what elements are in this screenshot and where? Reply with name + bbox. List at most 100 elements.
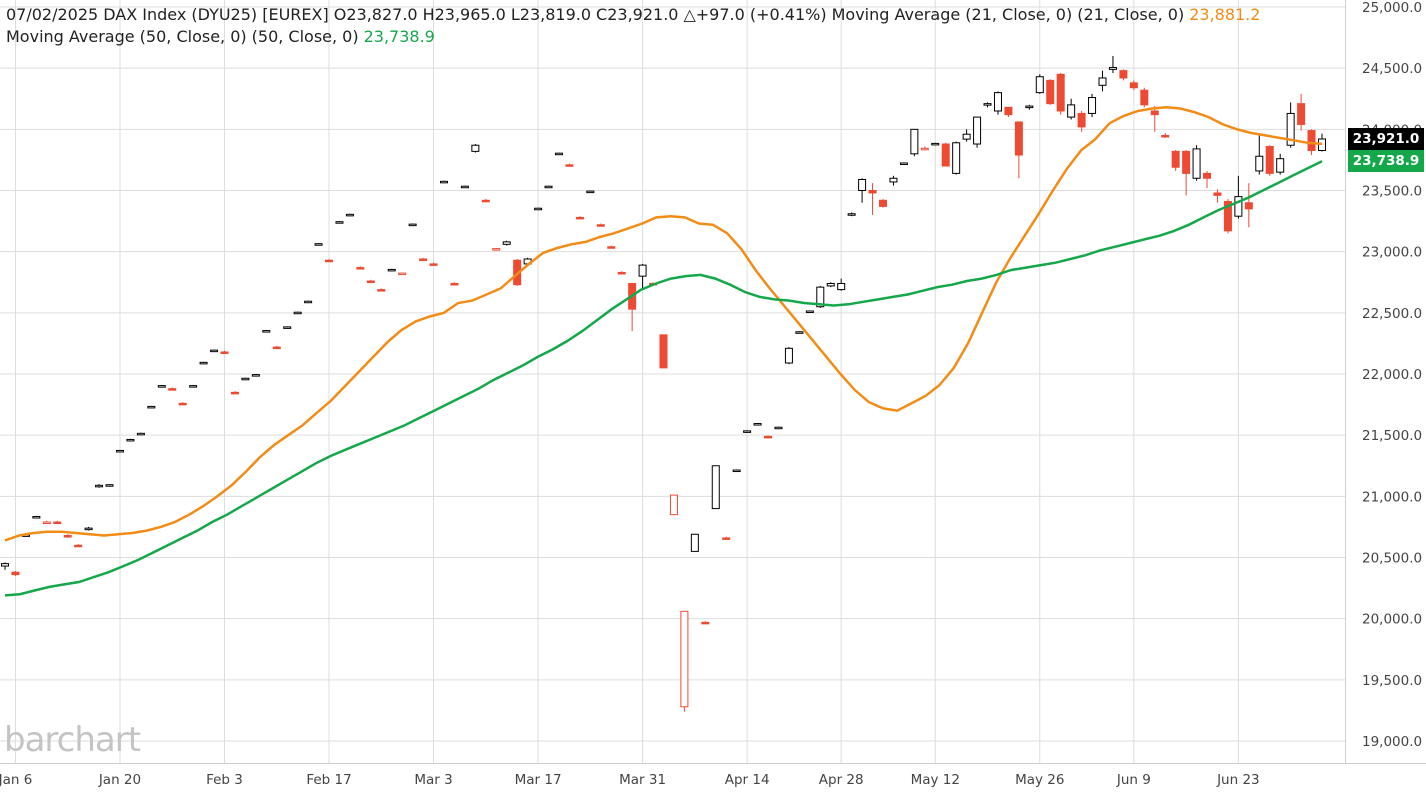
header-date: 07/02/2025 bbox=[6, 5, 99, 24]
candle bbox=[764, 435, 773, 439]
candle bbox=[53, 520, 62, 525]
candle bbox=[304, 300, 313, 304]
candle bbox=[858, 178, 867, 203]
candle bbox=[178, 402, 187, 406]
candle bbox=[586, 190, 595, 194]
y-axis: 25,000.024,500.024,000.023,500.023,000.0… bbox=[1362, 0, 1422, 750]
x-tick-label: May 12 bbox=[911, 772, 960, 788]
candle bbox=[1171, 150, 1180, 171]
ma21-line bbox=[4, 106, 1323, 542]
candle bbox=[115, 449, 124, 453]
candle bbox=[272, 345, 281, 350]
ma50-price-tag: 23,738.9 bbox=[1348, 150, 1424, 173]
candle bbox=[669, 494, 678, 516]
candle bbox=[993, 91, 1002, 115]
candle bbox=[1108, 55, 1117, 74]
x-tick-label: May 26 bbox=[1015, 772, 1064, 788]
candle bbox=[920, 146, 929, 151]
candle bbox=[1098, 70, 1107, 92]
candle bbox=[440, 180, 448, 184]
barchart-logo: barchart bbox=[4, 720, 141, 760]
candle bbox=[95, 484, 104, 488]
candle bbox=[136, 432, 145, 436]
candle bbox=[1119, 69, 1128, 81]
candle bbox=[1255, 135, 1264, 175]
candle bbox=[429, 262, 438, 266]
x-tick-label: Apr 14 bbox=[725, 772, 770, 788]
x-tick-label: Mar 3 bbox=[414, 772, 452, 788]
header-high: H23,965.0 bbox=[422, 5, 506, 24]
candle bbox=[680, 610, 689, 712]
x-tick-label: Mar 31 bbox=[619, 772, 666, 788]
ma50-line bbox=[4, 160, 1323, 597]
candle bbox=[147, 405, 156, 409]
candle bbox=[126, 438, 135, 442]
candle bbox=[837, 278, 846, 291]
header-close: C23,921.0 bbox=[596, 5, 679, 24]
candle bbox=[565, 163, 574, 167]
candle bbox=[1088, 93, 1097, 118]
candle bbox=[1192, 145, 1201, 181]
candle bbox=[1014, 121, 1023, 179]
candle bbox=[753, 422, 762, 426]
candle bbox=[1025, 104, 1034, 110]
candle bbox=[607, 245, 616, 249]
ma50-params: (50, Close, 0) bbox=[251, 27, 359, 46]
candle bbox=[168, 387, 177, 391]
candle bbox=[784, 347, 793, 365]
header-change: △+97.0 (+0.41%) bbox=[683, 5, 827, 24]
candle bbox=[74, 544, 83, 548]
candle bbox=[690, 533, 699, 552]
candlestick-series bbox=[1, 55, 1326, 712]
candle bbox=[868, 183, 877, 215]
candle bbox=[11, 570, 20, 576]
header-low: L23,819.0 bbox=[510, 5, 592, 24]
candle bbox=[471, 144, 480, 153]
candle bbox=[743, 430, 752, 433]
candle bbox=[711, 465, 720, 510]
x-tick-label: Mar 17 bbox=[515, 772, 562, 788]
candle bbox=[1234, 175, 1243, 219]
candle bbox=[1129, 80, 1138, 91]
candle bbox=[189, 385, 198, 388]
ma21-label[interactable]: Moving Average (21, Close, 0) bbox=[831, 5, 1073, 24]
candle bbox=[241, 377, 250, 381]
y-tick-label: 22,000.0 bbox=[1362, 367, 1422, 383]
candle bbox=[659, 334, 668, 369]
candle bbox=[879, 199, 887, 208]
header-line-2: Moving Average (50, Close, 0) (50, Close,… bbox=[6, 26, 1265, 48]
x-tick-label: Jan 6 bbox=[0, 772, 32, 788]
chart-grid bbox=[0, 0, 1426, 764]
x-tick-label: Jun 23 bbox=[1216, 772, 1260, 788]
header-line-1: 07/02/2025 DAX Index (DYU25) [EUREX] O23,8… bbox=[6, 4, 1265, 26]
candle bbox=[356, 266, 365, 270]
candle bbox=[481, 199, 490, 203]
candle bbox=[492, 247, 501, 251]
y-tick-label: 20,000.0 bbox=[1362, 612, 1422, 628]
candle bbox=[544, 185, 553, 189]
candle bbox=[962, 129, 971, 142]
y-tick-label: 23,500.0 bbox=[1362, 184, 1422, 200]
candle bbox=[1046, 79, 1055, 105]
ma50-value: 23,738.9 bbox=[363, 27, 435, 46]
candle bbox=[345, 213, 354, 217]
candle bbox=[335, 221, 344, 224]
candle bbox=[889, 175, 898, 186]
candle bbox=[210, 349, 219, 353]
candle bbox=[847, 212, 856, 217]
candle bbox=[596, 223, 605, 227]
candle bbox=[1140, 87, 1149, 108]
x-axis: Jan 6 Jan 20 Feb 3 Feb 17 Mar 3 Mar 17 Mar 31 A… bbox=[0, 772, 1260, 788]
candle bbox=[774, 426, 783, 430]
ma50-label[interactable]: Moving Average (50, Close, 0) bbox=[6, 27, 247, 46]
candle bbox=[314, 243, 323, 246]
candle bbox=[826, 282, 835, 288]
candle bbox=[293, 311, 302, 315]
y-tick-label: 23,000.0 bbox=[1362, 245, 1422, 261]
candle bbox=[157, 385, 166, 388]
candle bbox=[983, 102, 992, 108]
candle bbox=[1077, 110, 1086, 132]
candle bbox=[408, 223, 417, 227]
candle bbox=[910, 128, 919, 157]
